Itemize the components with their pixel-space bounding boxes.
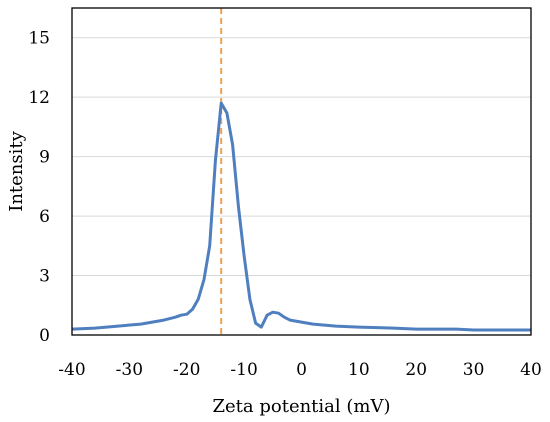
y-tick-label: 12: [28, 88, 50, 108]
y-axis-title: Intensity: [6, 130, 27, 211]
x-tick-label: -20: [173, 360, 200, 380]
x-tick-label: -40: [58, 360, 85, 380]
series-line: [71, 101, 531, 332]
y-tick-label: 3: [39, 267, 50, 287]
x-tick-label: 20: [405, 360, 427, 380]
x-tick-label: -10: [230, 360, 257, 380]
x-tick-label: 0: [296, 360, 307, 380]
y-tick-label: 15: [28, 29, 50, 49]
x-tick-label: -30: [116, 360, 143, 380]
y-tick-label: 9: [39, 148, 50, 168]
grid-lines: [72, 37, 531, 277]
x-tick-label: 10: [348, 360, 370, 380]
y-tick-label: 0: [39, 326, 50, 346]
x-tick-labels: -40 -30 -20 -10 0 10 20 30 40: [58, 360, 542, 380]
y-tick-labels: 0 3 6 9 12 15: [28, 29, 50, 346]
y-tick-label: 6: [39, 207, 50, 227]
x-tick-label: 40: [520, 360, 542, 380]
x-tick-label: 30: [463, 360, 485, 380]
x-axis-title: Zeta potential (mV): [213, 396, 391, 417]
plot-frame: [71, 7, 532, 336]
